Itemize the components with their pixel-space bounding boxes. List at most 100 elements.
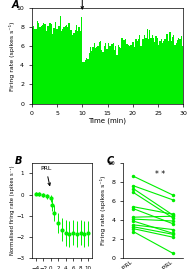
Bar xyxy=(97,46,99,104)
Bar xyxy=(49,23,51,104)
Bar xyxy=(76,25,77,104)
Bar xyxy=(37,21,38,104)
X-axis label: Time (min): Time (min) xyxy=(88,118,127,124)
Bar xyxy=(130,45,131,104)
Bar xyxy=(182,46,183,104)
Bar xyxy=(38,23,39,104)
Bar xyxy=(65,26,66,104)
Bar xyxy=(144,35,145,104)
Bar xyxy=(150,38,152,104)
Bar xyxy=(104,46,105,104)
Bar xyxy=(55,22,56,104)
Bar xyxy=(77,31,79,104)
Bar xyxy=(36,29,37,104)
Bar xyxy=(148,39,149,104)
Bar xyxy=(123,40,124,104)
Bar xyxy=(102,52,104,104)
Bar xyxy=(120,48,121,104)
Bar xyxy=(114,50,115,104)
Bar xyxy=(61,31,62,104)
Bar xyxy=(158,45,159,104)
Bar xyxy=(143,39,144,104)
Bar xyxy=(162,43,163,104)
Bar xyxy=(68,23,70,104)
Bar xyxy=(171,41,172,104)
Bar xyxy=(66,25,67,104)
Bar xyxy=(95,48,96,104)
Bar xyxy=(90,47,91,104)
Bar xyxy=(70,30,71,104)
Bar xyxy=(48,26,49,104)
Bar xyxy=(108,43,109,104)
Bar xyxy=(139,36,140,104)
Bar xyxy=(164,39,165,104)
Bar xyxy=(121,38,123,104)
Bar xyxy=(180,40,181,104)
Bar xyxy=(176,43,177,104)
Bar xyxy=(154,42,155,104)
Text: PRL
2 μg: PRL 2 μg xyxy=(75,0,89,9)
Bar xyxy=(47,26,48,104)
Bar xyxy=(58,26,59,104)
Bar xyxy=(125,39,126,104)
Bar xyxy=(153,38,154,104)
Bar xyxy=(163,41,164,104)
Bar xyxy=(142,39,143,104)
Text: A: A xyxy=(12,1,20,10)
Bar xyxy=(85,60,86,104)
Bar xyxy=(167,34,168,104)
Bar xyxy=(113,43,114,104)
Bar xyxy=(91,51,92,104)
Bar xyxy=(118,45,119,104)
Y-axis label: Firing rate (spikes s⁻¹): Firing rate (spikes s⁻¹) xyxy=(100,176,106,245)
Bar xyxy=(116,55,118,104)
Bar xyxy=(155,36,157,104)
Bar xyxy=(63,27,65,104)
Text: * *: * * xyxy=(155,170,165,179)
Bar xyxy=(43,23,45,104)
Bar xyxy=(115,46,116,104)
Bar xyxy=(129,46,130,104)
Bar xyxy=(100,41,101,104)
Bar xyxy=(46,31,47,104)
Bar xyxy=(41,26,42,104)
Bar xyxy=(126,44,128,104)
Bar xyxy=(145,38,147,104)
Bar xyxy=(181,36,182,104)
Bar xyxy=(134,47,135,104)
Bar xyxy=(57,29,58,104)
Bar xyxy=(52,34,53,104)
Bar xyxy=(99,43,100,104)
Bar xyxy=(81,17,82,104)
Bar xyxy=(124,40,125,104)
Bar xyxy=(51,24,52,104)
Bar xyxy=(73,33,75,104)
Bar xyxy=(110,46,111,104)
Bar xyxy=(111,44,113,104)
Bar xyxy=(39,27,41,104)
Y-axis label: Normalised firing rate (spikes s⁻¹): Normalised firing rate (spikes s⁻¹) xyxy=(10,166,15,255)
Text: C: C xyxy=(106,156,114,166)
Bar xyxy=(133,42,134,104)
Bar xyxy=(94,43,95,104)
Bar xyxy=(59,16,61,104)
Bar xyxy=(140,46,142,104)
Bar xyxy=(42,24,43,104)
Bar xyxy=(135,39,137,104)
Bar xyxy=(105,43,106,104)
Bar xyxy=(75,30,76,104)
Bar xyxy=(173,35,174,104)
Bar xyxy=(34,29,36,104)
Bar xyxy=(92,47,94,104)
Bar xyxy=(53,29,55,104)
Bar xyxy=(84,62,85,104)
Text: B: B xyxy=(15,156,22,166)
Bar xyxy=(178,38,180,104)
Bar xyxy=(82,62,84,104)
Bar xyxy=(169,32,171,104)
Bar xyxy=(56,29,57,104)
Bar xyxy=(71,30,72,104)
Bar xyxy=(96,47,97,104)
Bar xyxy=(172,37,173,104)
Bar xyxy=(79,27,80,104)
